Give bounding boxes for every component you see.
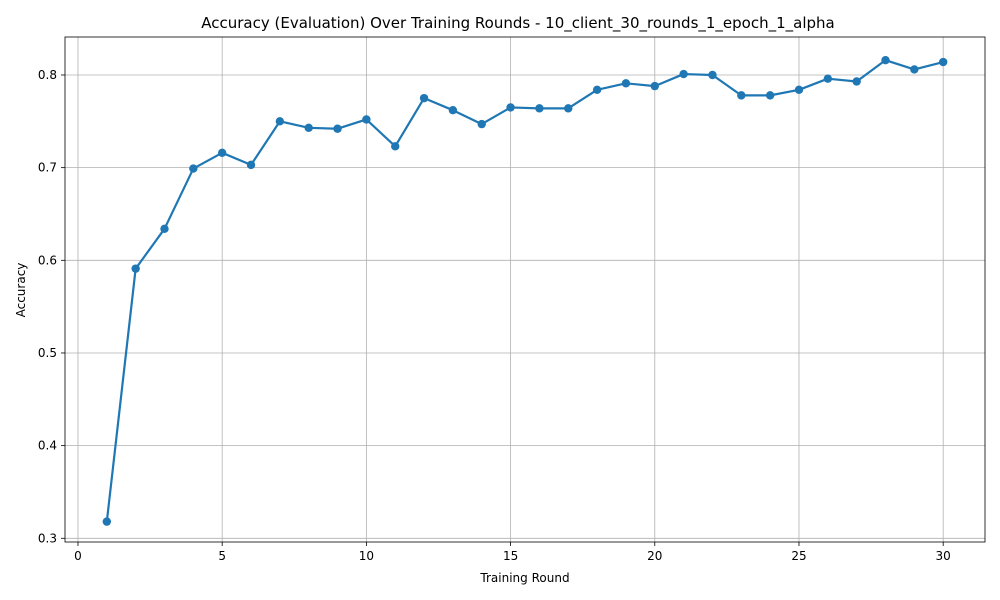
series-layer [102, 55, 948, 526]
x-axis-label: Training Round [479, 571, 569, 585]
y-tick-label: 0.3 [38, 531, 57, 545]
x-tick-label: 10 [359, 549, 374, 563]
y-tick-label: 0.5 [38, 346, 57, 360]
x-tick-label: 0 [74, 549, 82, 563]
accuracy-series-line [105, 59, 944, 522]
data-point [131, 264, 140, 273]
data-point [246, 160, 256, 170]
data-point [189, 164, 198, 173]
data-point [679, 69, 688, 79]
data-point [448, 106, 458, 115]
data-point [477, 119, 486, 129]
x-tick-label: 30 [936, 549, 951, 563]
x-tick-label: 5 [218, 549, 226, 563]
chart-title: Accuracy (Evaluation) Over Training Roun… [201, 14, 834, 33]
data-point [362, 115, 371, 124]
data-point [592, 85, 602, 95]
data-point [304, 123, 313, 133]
data-point [535, 104, 544, 113]
x-tick-label: 20 [647, 549, 662, 563]
data-point [275, 117, 285, 126]
grid [65, 37, 985, 542]
data-point [650, 81, 659, 91]
x-tick-label: 15 [503, 549, 518, 563]
data-point [419, 93, 429, 103]
data-point [910, 65, 919, 74]
data-point [391, 142, 400, 151]
data-point [506, 103, 515, 112]
y-tick-label: 0.7 [38, 161, 57, 175]
data-point [160, 224, 169, 234]
plot-frame [64, 36, 986, 543]
y-axis-label: Accuracy [14, 263, 28, 318]
y-tick-label: 0.4 [38, 439, 57, 453]
data-point [333, 124, 342, 133]
y-tick-label: 0.6 [38, 253, 57, 267]
x-tick-label: 25 [791, 549, 806, 563]
data-point [794, 85, 804, 95]
axis-ticks: 0 5 10 15 20 25 30 0.3 0.4 0.5 0.6 0.7 0.8 [38, 68, 951, 563]
y-tick-label: 0.8 [38, 68, 57, 82]
data-point [102, 517, 112, 526]
data-point [765, 91, 775, 100]
data-point [938, 57, 948, 67]
data-point [217, 148, 227, 158]
data-point [621, 79, 631, 88]
data-point [881, 55, 890, 65]
data-point [564, 104, 573, 113]
data-point [852, 77, 861, 86]
data-point [737, 91, 746, 100]
data-point [823, 74, 833, 83]
data-point [708, 70, 717, 80]
